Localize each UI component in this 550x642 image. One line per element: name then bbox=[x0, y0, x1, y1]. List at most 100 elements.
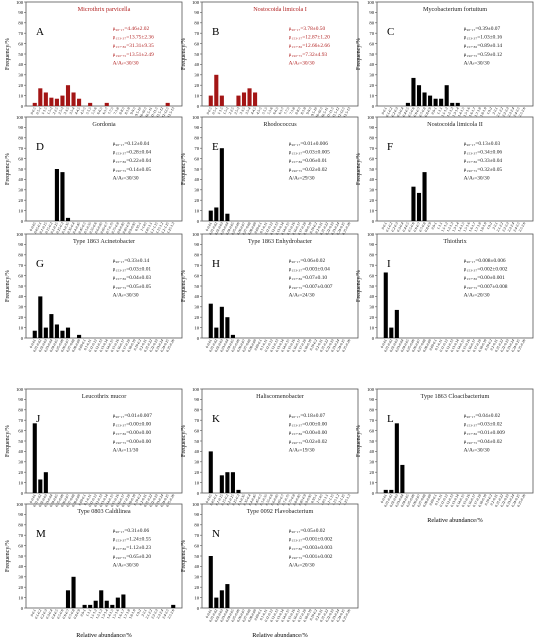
x-tick-label: 1.25-1.3 bbox=[342, 493, 351, 506]
x-tick-label: 3-3.5 bbox=[63, 106, 70, 115]
x-tick-label: 12.5-13 bbox=[167, 106, 176, 118]
x-tick-label: 0.1-0.2 bbox=[385, 106, 393, 117]
y-tick-label: 60 bbox=[194, 543, 199, 548]
x-tick-label: 0.13-0.14 bbox=[275, 608, 285, 622]
x-tick-label: 0-0.01 bbox=[29, 338, 37, 348]
x-tick-label: 0-0.1 bbox=[30, 608, 37, 617]
panel-title: Nostocoida limicola II bbox=[427, 121, 483, 128]
x-tick-label: 0.06-0.07 bbox=[411, 338, 421, 352]
x-tick-label: 8.5-9 bbox=[124, 106, 131, 115]
x-tick-label: 0.01-0.02 bbox=[383, 338, 393, 352]
stats-line: μ₁₅₇.₈₆=1.12±0.23 bbox=[113, 545, 152, 551]
bar bbox=[219, 306, 224, 338]
x-tick-label: 0.11-0.12 bbox=[264, 221, 274, 235]
x-tick-label: 11.5-12 bbox=[332, 106, 341, 118]
y-tick-label: 20 bbox=[369, 470, 374, 475]
x-tick-label: 0.06-0.07 bbox=[236, 221, 246, 235]
stats-line: μ₁₅₃.₃₇=0.28±0.04 bbox=[113, 150, 152, 156]
x-tick-label: 0.17-0.18 bbox=[121, 493, 131, 507]
x-tick-label: 0.09-0.1 bbox=[254, 608, 263, 621]
x-tick-label: 1.4-1.5 bbox=[457, 221, 465, 232]
x-tick-label: 1.2-1.25 bbox=[161, 221, 170, 234]
x-tick-label: 0-0.01 bbox=[380, 338, 388, 348]
bar bbox=[115, 597, 120, 608]
stats-line: μ₁₅₇.₈₆=0.00±0.00 bbox=[113, 430, 152, 436]
x-tick-label: 0.9-0.95 bbox=[127, 221, 136, 234]
x-tick-label: 0.3-0.35 bbox=[237, 493, 246, 506]
x-tick-label: 0.03-0.04 bbox=[43, 338, 53, 352]
y-tick-label: 40 bbox=[18, 177, 23, 182]
y-tick-label: 0 bbox=[372, 219, 375, 224]
x-tick-label: 0.25-0.26 bbox=[341, 338, 351, 352]
panel-c: Mycobacterium fortuitum C 0 10 20 30 40 50 60 70 8… bbox=[356, 0, 534, 117]
x-tick-label: 0.14-0.15 bbox=[104, 493, 114, 507]
x-tick-label: 1.8-1.9 bbox=[128, 608, 136, 619]
x-axis-label: Relative abundance/% bbox=[427, 517, 483, 524]
x-tick-label: 0.14-0.15 bbox=[455, 493, 465, 507]
x-tick-label: 1-1.5 bbox=[41, 106, 48, 115]
x-tick-label: 0.19-0.2 bbox=[484, 338, 493, 351]
bar bbox=[77, 334, 82, 338]
y-tick-label: 100 bbox=[367, 232, 375, 237]
x-tick-label: 0.14-0.15 bbox=[280, 608, 290, 622]
x-tick-label: 2.5-2.6 bbox=[518, 106, 526, 117]
y-tick-label: 70 bbox=[194, 533, 199, 538]
panel-title: Type 0803 Caldilinea bbox=[77, 508, 130, 515]
bar bbox=[405, 102, 410, 106]
x-tick-label: 0-0.1 bbox=[381, 221, 388, 230]
x-tick-label: 0.5-0.6 bbox=[407, 106, 415, 117]
plot-frame bbox=[376, 233, 534, 339]
bar bbox=[32, 102, 37, 106]
y-axis-label: Frequency/% bbox=[181, 540, 187, 572]
bar bbox=[208, 210, 213, 221]
panel-title: Microthrix parvicella bbox=[78, 6, 131, 13]
bar bbox=[82, 604, 87, 608]
x-tick-label: 7.5-8 bbox=[113, 106, 120, 115]
x-tick-label: 0.19-0.2 bbox=[133, 338, 142, 351]
stats-line: μ₁₅₇.₈₆=0.89±0.14 bbox=[464, 43, 503, 49]
y-tick-label: 80 bbox=[369, 408, 374, 413]
x-tick-label: 2-2.1 bbox=[141, 608, 148, 617]
x-tick-label: 0.15-0.16 bbox=[286, 608, 296, 622]
bar bbox=[65, 590, 71, 608]
y-tick-label: 80 bbox=[18, 523, 23, 528]
stats-line: μ₉₀.₁₇=0.33±0.14 bbox=[113, 258, 150, 264]
bar bbox=[32, 330, 37, 338]
x-tick-label: 0.19-0.2 bbox=[309, 608, 318, 621]
x-tick-label: 8-8.5 bbox=[118, 106, 125, 115]
x-tick-label: 0.95-1 bbox=[134, 221, 142, 231]
bar bbox=[394, 423, 399, 493]
bar bbox=[219, 95, 224, 106]
stats-line: μ₉₀.₁₇=0.008±0.006 bbox=[464, 258, 506, 264]
x-tick-label: 2.2-2.3 bbox=[150, 608, 158, 619]
stats-line: A/Aₜ=30/30 bbox=[464, 60, 490, 66]
y-tick-label: 30 bbox=[369, 305, 374, 310]
stats-line: μ₁₅₃.₃₇=0.00±0.00 bbox=[113, 422, 152, 428]
panel-letter: H bbox=[212, 258, 220, 270]
x-tick-label: 4-4.5 bbox=[250, 106, 257, 115]
x-tick-label: 0.16-0.17 bbox=[115, 338, 125, 352]
x-tick-label: 0.14-0.15 bbox=[280, 221, 290, 235]
x-tick-label: 1.6-1.7 bbox=[117, 608, 125, 619]
x-tick-label: 0-0.5 bbox=[206, 106, 213, 115]
y-tick-label: 40 bbox=[369, 177, 374, 182]
plot-frame bbox=[201, 1, 359, 107]
x-tick-label: 0.24-0.25 bbox=[511, 493, 521, 507]
bar bbox=[60, 95, 65, 106]
plot-frame bbox=[25, 388, 183, 494]
x-tick-label: 0.11-0.12 bbox=[439, 493, 449, 507]
x-tick-label: 0.05-0.06 bbox=[231, 221, 241, 235]
y-axis-label: Frequency/% bbox=[5, 425, 11, 457]
x-tick-label: 0.08-0.09 bbox=[247, 608, 257, 622]
y-tick-label: 80 bbox=[194, 136, 199, 141]
y-tick-label: 90 bbox=[18, 125, 23, 130]
x-tick-label: 0.7-0.8 bbox=[418, 221, 426, 232]
y-tick-label: 80 bbox=[369, 136, 374, 141]
plot-frame bbox=[376, 1, 534, 107]
x-tick-label: 0.7-0.75 bbox=[281, 493, 290, 506]
y-tick-label: 40 bbox=[194, 62, 199, 67]
x-tick-label: 1.2-1.3 bbox=[95, 608, 103, 619]
stats-line: μ₁₅₃.₃₇=13.75±2.36 bbox=[113, 35, 155, 41]
y-tick-label: 40 bbox=[194, 294, 199, 299]
x-tick-label: 0.5-0.6 bbox=[407, 221, 415, 232]
